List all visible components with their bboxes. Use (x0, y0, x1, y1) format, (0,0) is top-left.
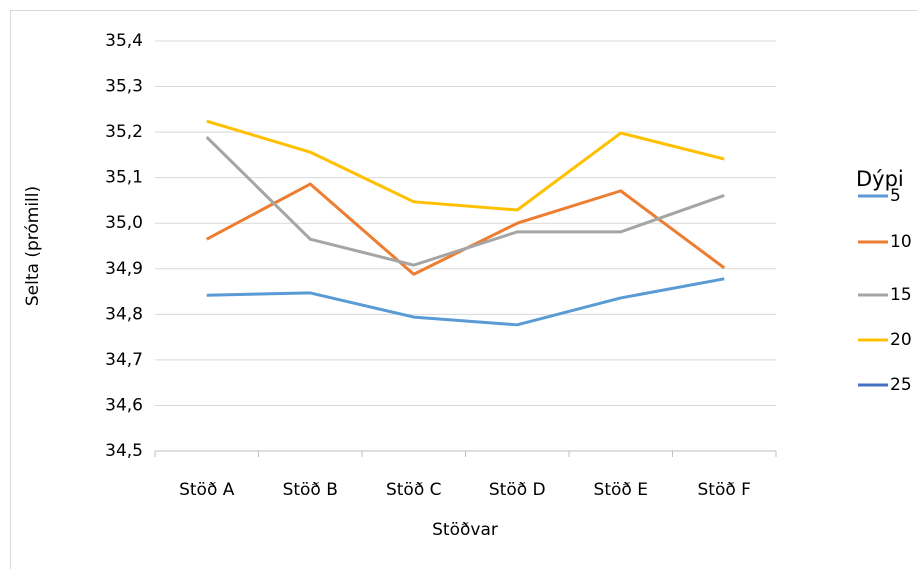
y-tick-label: 35,2 (105, 122, 143, 142)
x-tick-label: Stöð F (698, 480, 751, 500)
x-tick-label: Stöð B (283, 480, 338, 500)
legend-label: 20 (890, 330, 912, 350)
chart-border (10, 10, 917, 569)
legend-title: Dýpi (856, 167, 904, 191)
y-axis-title: Selta (prómill) (23, 186, 43, 306)
legend-label: 10 (890, 232, 912, 252)
x-tick-label: Stöð D (489, 480, 546, 500)
y-tick-label: 35,4 (105, 31, 143, 51)
series-line (205, 136, 725, 267)
legend-label: 5 (890, 186, 901, 206)
legend-label: 15 (890, 285, 912, 305)
y-tick-label: 34,9 (105, 259, 143, 279)
y-tick-label: 35,3 (105, 77, 143, 97)
series-line (206, 119, 725, 212)
x-tick-label: Stöð E (594, 480, 648, 500)
y-tick-label: 34,6 (105, 395, 143, 415)
legend-label: 25 (890, 375, 912, 395)
y-tick-label: 34,8 (105, 304, 143, 324)
y-tick-label: 34,7 (105, 350, 143, 370)
x-tick-label: Stöð C (386, 480, 442, 500)
y-tick-label: 34,5 (105, 441, 143, 461)
series-line (206, 277, 725, 327)
x-axis-title: Stöðvar (432, 520, 498, 540)
y-tick-label: 35,1 (105, 168, 143, 188)
y-tick-label: 35,0 (105, 213, 143, 233)
x-tick-label: Stöð A (179, 480, 235, 500)
